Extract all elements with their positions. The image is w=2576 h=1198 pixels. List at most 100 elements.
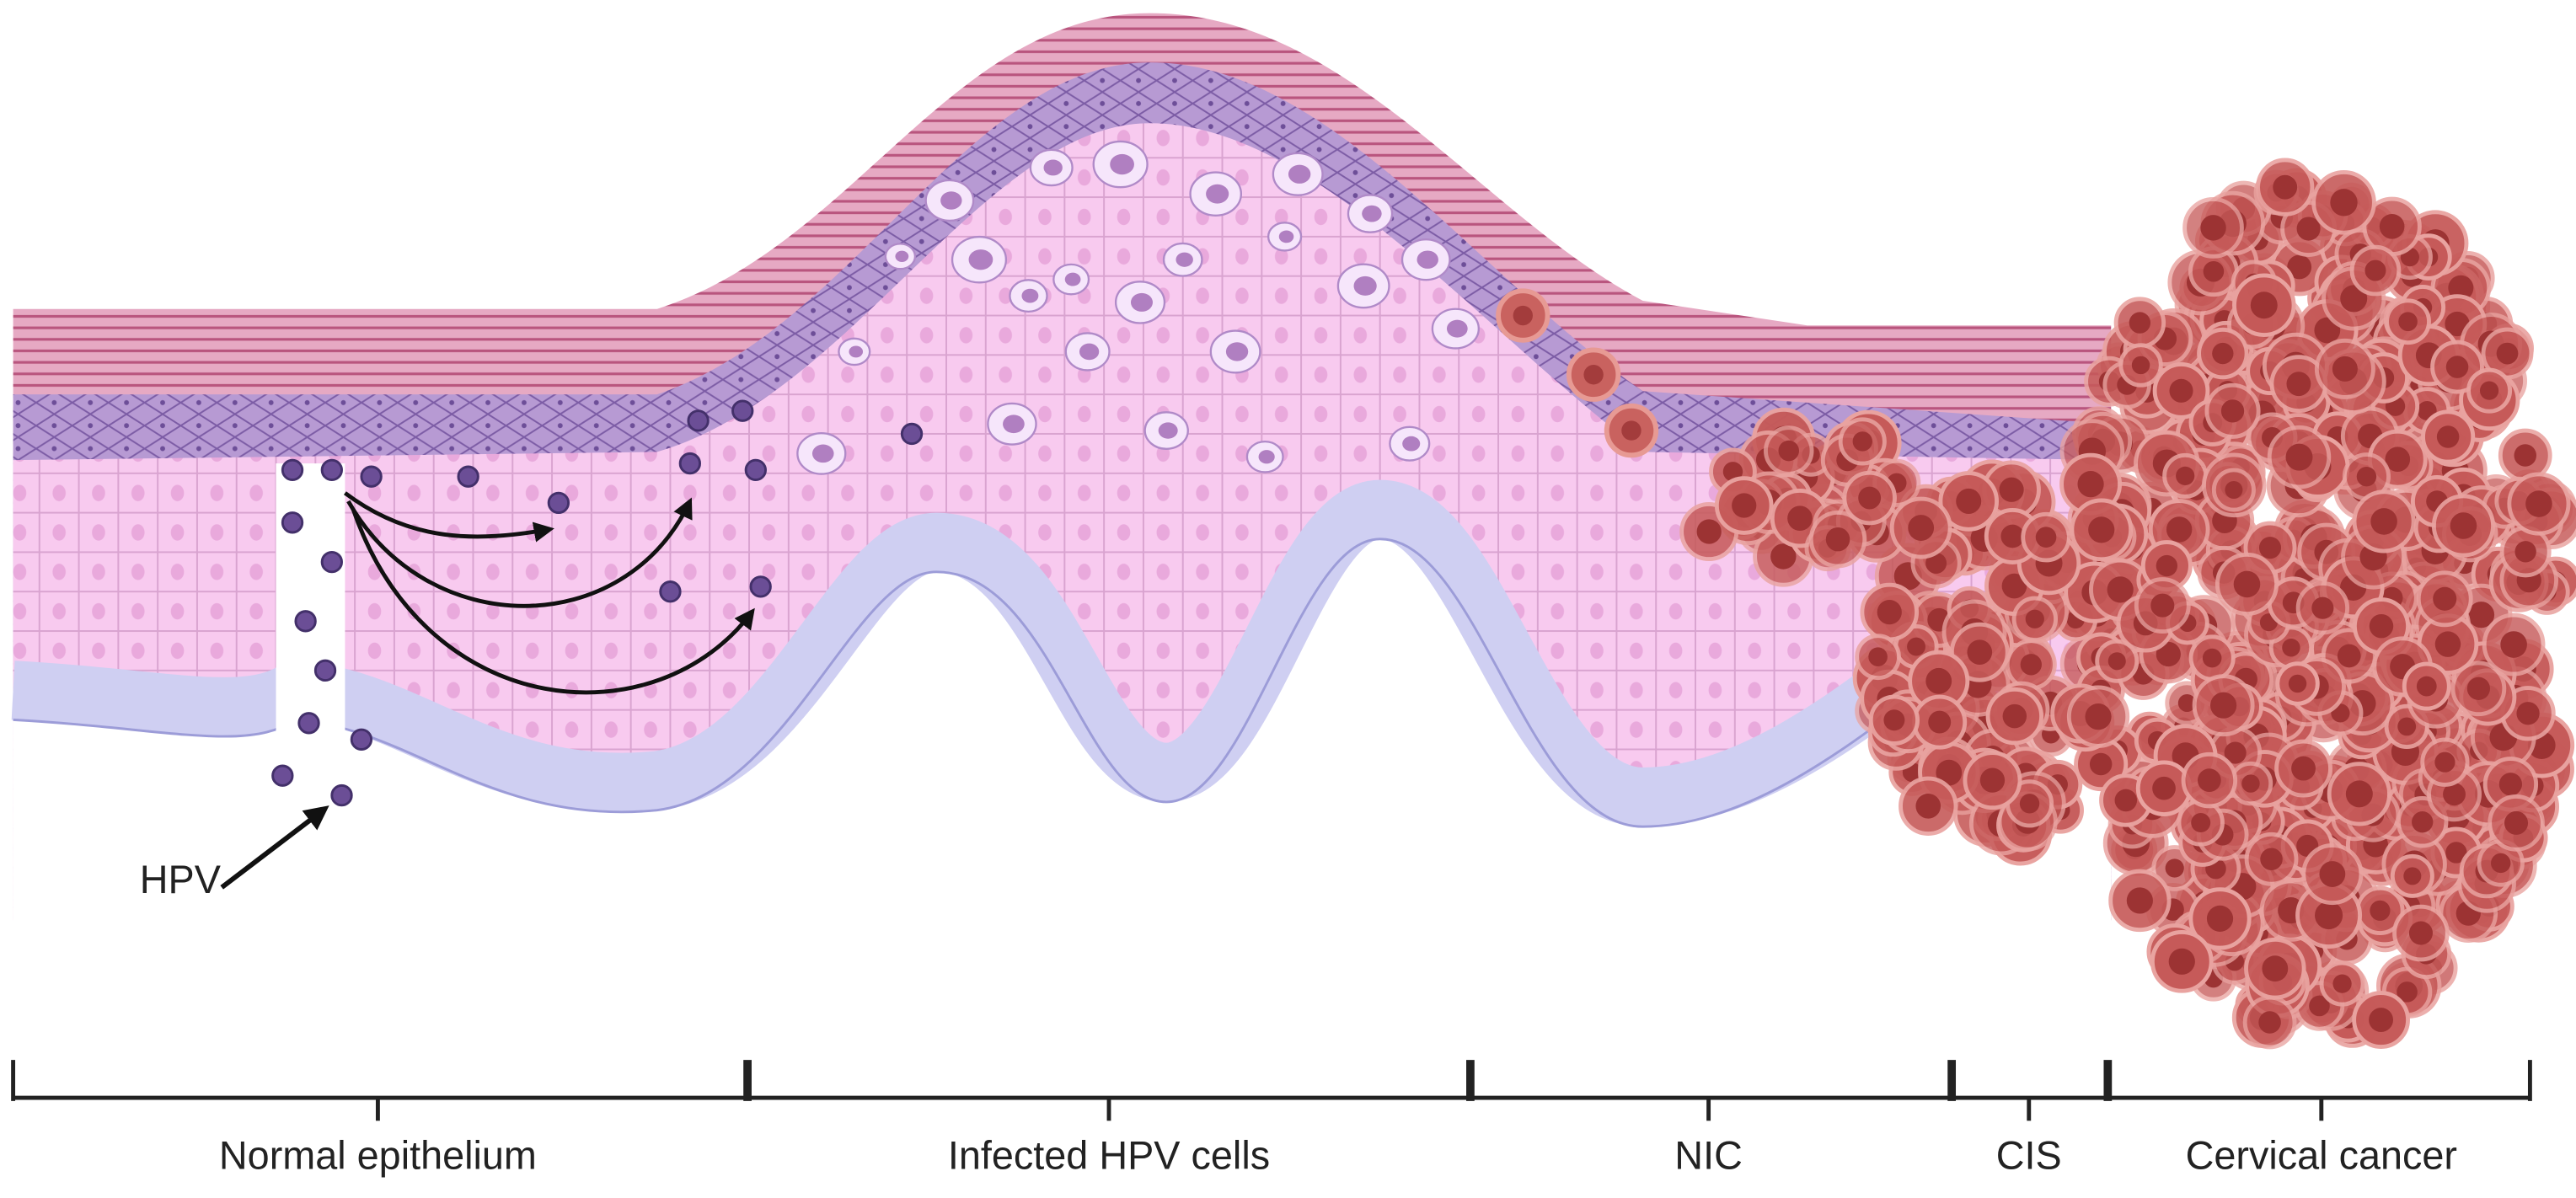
virus bbox=[330, 784, 353, 807]
nucleus bbox=[1110, 153, 1134, 175]
nucleus bbox=[1043, 159, 1063, 176]
nucleus bbox=[2206, 905, 2234, 932]
nucleus bbox=[2403, 867, 2422, 885]
nucleus bbox=[2514, 541, 2536, 563]
nucleus bbox=[1079, 343, 1100, 361]
arrow bbox=[343, 491, 554, 543]
nucleus bbox=[2385, 447, 2411, 473]
epithelium bbox=[11, 13, 2112, 1016]
nucleus bbox=[2169, 378, 2193, 403]
hpv-arrow bbox=[220, 805, 329, 890]
nucleus bbox=[2516, 702, 2540, 725]
nucleus bbox=[1722, 462, 1743, 482]
nucleus bbox=[1778, 440, 1800, 462]
tumor-mass bbox=[1679, 158, 2576, 1050]
nucleus bbox=[1278, 230, 1294, 243]
background-cover bbox=[13, 538, 2112, 1016]
infection-arrows bbox=[220, 491, 755, 890]
virus bbox=[360, 465, 383, 488]
basal-membrane bbox=[13, 537, 1907, 828]
virus bbox=[320, 458, 343, 482]
nucleus bbox=[1732, 493, 1757, 518]
virus bbox=[900, 422, 924, 446]
nucleus bbox=[849, 345, 864, 358]
nucleus bbox=[2397, 717, 2417, 736]
nucleus bbox=[2364, 259, 2386, 281]
nucleus bbox=[1928, 710, 1952, 734]
nucleus bbox=[1915, 793, 1941, 819]
nucleus bbox=[2285, 443, 2313, 471]
nucleus bbox=[2433, 586, 2457, 611]
nucleus bbox=[2291, 756, 2316, 781]
nucleus bbox=[2166, 516, 2193, 543]
nucleus bbox=[2258, 1011, 2281, 1034]
nucleus bbox=[2077, 471, 2104, 498]
nucleus bbox=[2212, 342, 2234, 365]
nucleus bbox=[2089, 752, 2113, 776]
nucleus bbox=[2296, 217, 2321, 241]
nucleus bbox=[2241, 774, 2260, 793]
nucleus bbox=[2019, 794, 2040, 814]
nucleus bbox=[2311, 596, 2334, 619]
virus-particles bbox=[271, 399, 924, 807]
nucleus bbox=[2450, 512, 2477, 539]
nucleus bbox=[1883, 709, 1905, 731]
nucleus bbox=[2319, 861, 2346, 887]
virus bbox=[294, 610, 317, 633]
nucleus bbox=[2203, 260, 2225, 282]
stage-label: NIC bbox=[1674, 1134, 1743, 1178]
nucleus bbox=[2035, 527, 2057, 548]
nucleus bbox=[2002, 703, 2027, 729]
nucleus bbox=[2288, 674, 2307, 693]
nucleus bbox=[1225, 342, 1249, 361]
nucleus bbox=[1513, 305, 1533, 326]
nucleus bbox=[2445, 842, 2467, 864]
virus bbox=[281, 511, 304, 534]
virus bbox=[744, 458, 767, 482]
nucleus bbox=[2448, 275, 2474, 301]
stage-scale bbox=[11, 1060, 2532, 1121]
nucleus bbox=[2496, 342, 2519, 365]
nucleus bbox=[2085, 703, 2112, 730]
nucleus bbox=[2337, 644, 2361, 668]
nucleus bbox=[1696, 519, 1722, 544]
nucleus bbox=[2250, 291, 2278, 319]
nucleus bbox=[2198, 768, 2221, 793]
nucleus bbox=[2398, 312, 2418, 332]
virus bbox=[313, 659, 337, 682]
nucleus bbox=[2107, 576, 2134, 603]
nucleus bbox=[2443, 783, 2466, 806]
nucleus bbox=[1446, 319, 1468, 338]
nucleus bbox=[811, 444, 834, 463]
nucleus bbox=[1064, 272, 1081, 286]
nucleus bbox=[1130, 292, 1153, 312]
nucleus bbox=[2150, 593, 2175, 618]
nucleus bbox=[2176, 466, 2195, 486]
virus bbox=[281, 458, 304, 482]
virus bbox=[731, 399, 754, 422]
nucleus bbox=[2258, 537, 2282, 559]
arrow bbox=[351, 508, 755, 695]
nucleus bbox=[2356, 466, 2377, 487]
nucleus bbox=[2000, 524, 2025, 548]
stage-label: CIS bbox=[1996, 1134, 2062, 1178]
nucleus bbox=[2345, 780, 2373, 808]
nucleus bbox=[2416, 676, 2437, 697]
nucleus bbox=[2340, 285, 2368, 313]
nucleus bbox=[2177, 693, 2196, 713]
nucleus bbox=[1176, 252, 1193, 267]
nucleus bbox=[2210, 692, 2237, 719]
nucleus bbox=[2286, 372, 2311, 397]
nucleus bbox=[2332, 974, 2352, 993]
nucleus bbox=[1967, 639, 1993, 666]
nucleus bbox=[2500, 631, 2527, 658]
nucleus bbox=[1003, 414, 1025, 434]
nucleus bbox=[2202, 648, 2222, 668]
nucleus bbox=[2466, 677, 2491, 700]
nucleus bbox=[2165, 858, 2184, 878]
virus bbox=[687, 409, 710, 432]
nucleus bbox=[2491, 853, 2511, 874]
nucleus bbox=[1868, 647, 1888, 666]
virus bbox=[271, 764, 294, 787]
